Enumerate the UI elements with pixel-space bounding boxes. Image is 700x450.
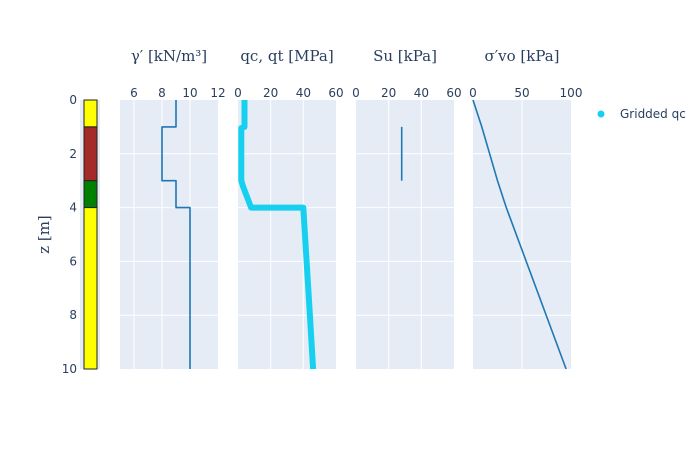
panel-su-x-tick-label: 40: [414, 86, 429, 100]
y-tick-label: 0: [69, 93, 77, 107]
panel-gamma-title: γ′ [kN/m³]: [131, 47, 207, 65]
panel-qc-title: qc, qt [MPa]: [240, 47, 333, 65]
soil-layer-2: [83, 180, 98, 209]
panel-sigma-x-tick-label: 100: [560, 86, 583, 100]
panel-qc-x-tick-label: 0: [234, 86, 242, 100]
panel-gamma-x-tick-label: 8: [158, 86, 166, 100]
y-axis-title: z [m]: [35, 215, 53, 254]
y-tick-label: 2: [69, 147, 77, 161]
panel-gamma-x-tick-label: 6: [130, 86, 138, 100]
y-tick-label: 6: [69, 254, 77, 268]
panel-qc-x-tick-label: 40: [296, 86, 311, 100]
panel-gamma-x-tick-label: 12: [210, 86, 225, 100]
soil-layer-0: [83, 99, 98, 128]
panel-qc-x-tick-label: 60: [328, 86, 343, 100]
panel-qc-x-tick-label: 20: [263, 86, 278, 100]
panel-gamma-bg: [120, 100, 218, 369]
panel-sigma-title: σ′vo [kPa]: [484, 47, 559, 65]
panel-sigma-x-tick-label: 50: [514, 86, 529, 100]
y-tick-label: 10: [62, 362, 77, 376]
panel-su-x-tick-label: 20: [381, 86, 396, 100]
legend-label: Gridded qc: [620, 107, 686, 121]
y-tick-label: 8: [69, 308, 77, 322]
panel-gamma-x-tick-label: 10: [182, 86, 197, 100]
panel-su-bg: [356, 100, 454, 369]
panel-sigma-x-tick-label: 0: [469, 86, 477, 100]
y-tick-label: 4: [69, 201, 77, 215]
panel-sigma-series-0-line: [472, 99, 567, 370]
legend-marker: [597, 110, 605, 118]
panel-qc-bg: [238, 100, 336, 369]
panel-gamma-series-0-line: [161, 100, 191, 369]
soil-layer-3: [83, 207, 98, 370]
soil-layer-1: [83, 126, 98, 182]
panel-su-x-tick-label: 0: [352, 86, 360, 100]
panel-qc-series-0-line: [238, 100, 317, 370]
panel-su-title: Su [kPa]: [373, 47, 437, 65]
panel-su-x-tick-label: 60: [446, 86, 461, 100]
